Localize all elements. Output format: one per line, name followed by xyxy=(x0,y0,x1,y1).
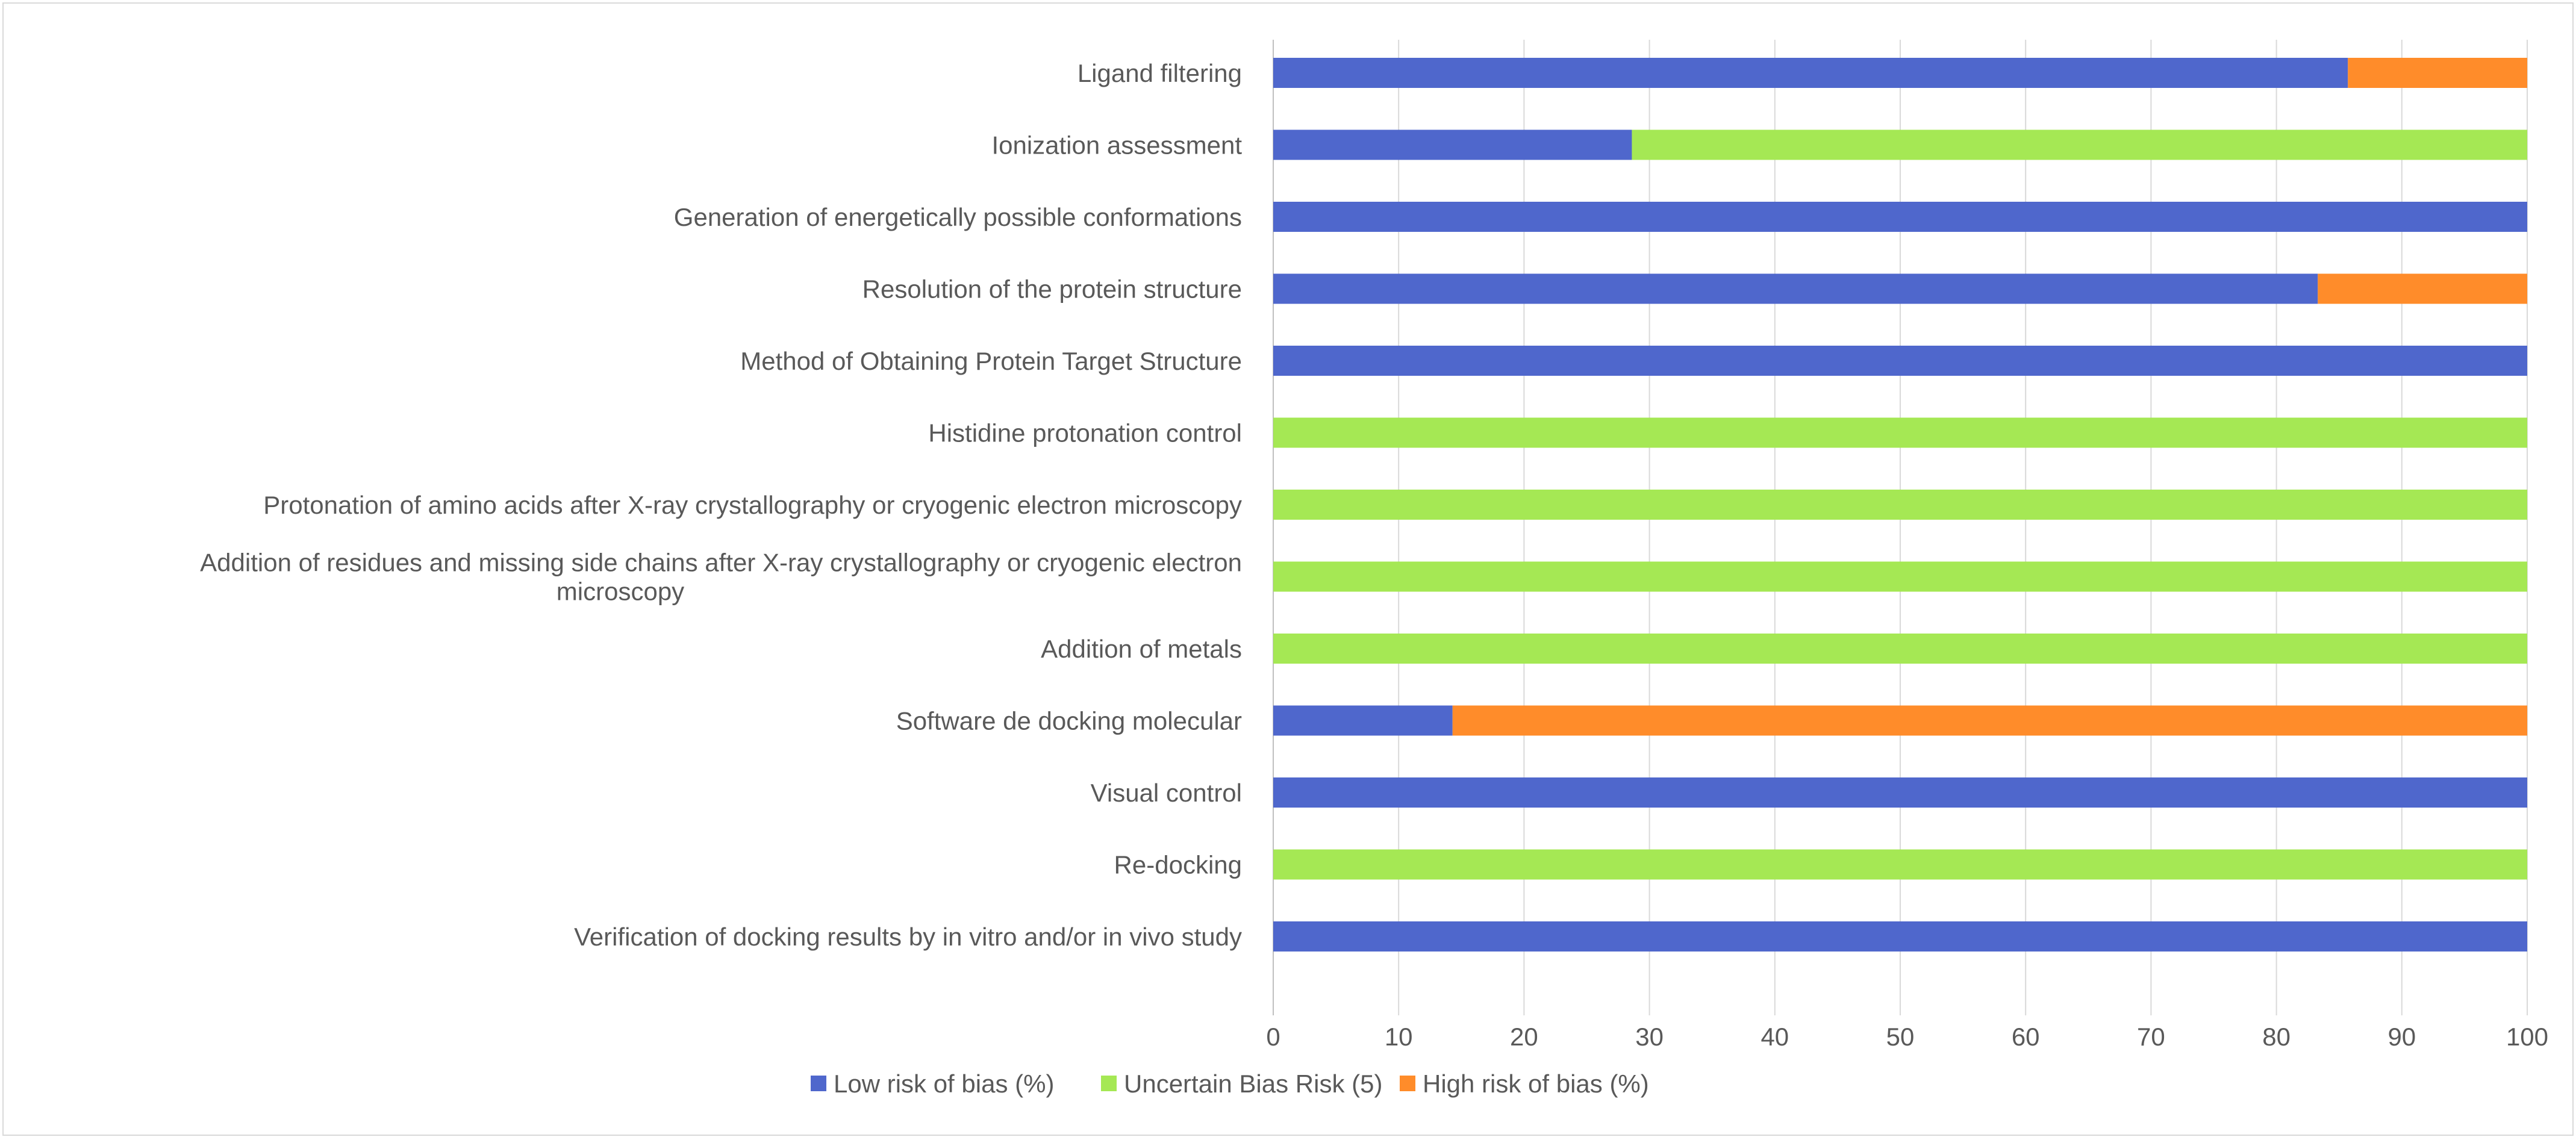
x-tick-label: 50 xyxy=(1886,1023,1915,1051)
legend-swatch xyxy=(1400,1076,1415,1091)
category-label: Addition of residues and missing side ch… xyxy=(200,549,1242,577)
bar-segment xyxy=(1273,777,2527,808)
legend-label: Low risk of bias (%) xyxy=(834,1070,1054,1098)
category-label: Ligand filtering xyxy=(1077,59,1242,87)
bars xyxy=(1273,58,2527,952)
legend-swatch xyxy=(811,1076,826,1091)
x-tick-label: 30 xyxy=(1635,1023,1664,1051)
bar-segment xyxy=(1273,58,2348,88)
legend-label: Uncertain Bias Risk (5) xyxy=(1124,1070,1382,1098)
x-tick-label: 70 xyxy=(2137,1023,2165,1051)
bar-segment xyxy=(1273,849,2527,880)
x-tick-label: 40 xyxy=(1760,1023,1789,1051)
x-tick-label: 0 xyxy=(1266,1023,1280,1051)
category-label: Addition of metals xyxy=(1041,635,1242,663)
bar-segment xyxy=(1273,417,2527,448)
legend-swatch xyxy=(1101,1076,1117,1091)
bar-segment xyxy=(1273,705,1453,736)
category-label: Verification of docking results by in vi… xyxy=(574,923,1242,951)
bar-segment xyxy=(2348,58,2527,88)
category-label: Generation of energetically possible con… xyxy=(674,203,1242,231)
category-label: Resolution of the protein structure xyxy=(862,275,1242,304)
category-labels: Ligand filtering Ionization assessment Gen… xyxy=(200,59,1242,951)
legend-label: High risk of bias (%) xyxy=(1423,1070,1649,1098)
bar-segment xyxy=(1273,921,2527,952)
bar-segment xyxy=(1273,129,1632,160)
bar-segment xyxy=(1273,490,2527,520)
category-label: microscopy xyxy=(557,578,684,606)
legend: Low risk of bias (%) Uncertain Bias Risk … xyxy=(811,1070,1649,1098)
x-tick-label: 20 xyxy=(1510,1023,1538,1051)
category-label: Software de docking molecular xyxy=(896,707,1242,735)
x-tick-label: 80 xyxy=(2262,1023,2291,1051)
x-tick-label: 60 xyxy=(2012,1023,2040,1051)
category-label: Protonation of amino acids after X-ray c… xyxy=(263,491,1242,519)
x-axis-tick-labels: 0 10 20 30 40 50 60 70 80 90 100 xyxy=(1266,1023,2548,1051)
bar-segment xyxy=(1273,346,2527,376)
category-label: Method of Obtaining Protein Target Struc… xyxy=(740,347,1242,375)
x-tick-label: 100 xyxy=(2506,1023,2548,1051)
category-label: Visual control xyxy=(1091,779,1242,807)
x-tick-label: 90 xyxy=(2387,1023,2416,1051)
category-label: Ionization assessment xyxy=(991,131,1242,160)
bar-segment xyxy=(2318,273,2527,304)
stacked-bar-chart: Ligand filtering Ionization assessment Gen… xyxy=(200,40,2548,1098)
bar-segment xyxy=(1273,202,2527,232)
category-label: Histidine protonation control xyxy=(928,419,1242,447)
bar-segment xyxy=(1452,705,2527,736)
bar-segment xyxy=(1273,634,2527,664)
bar-segment xyxy=(1632,129,2527,160)
category-label: Re-docking xyxy=(1114,851,1242,879)
x-tick-label: 10 xyxy=(1385,1023,1413,1051)
bar-segment xyxy=(1273,561,2527,592)
bar-segment xyxy=(1273,273,2318,304)
